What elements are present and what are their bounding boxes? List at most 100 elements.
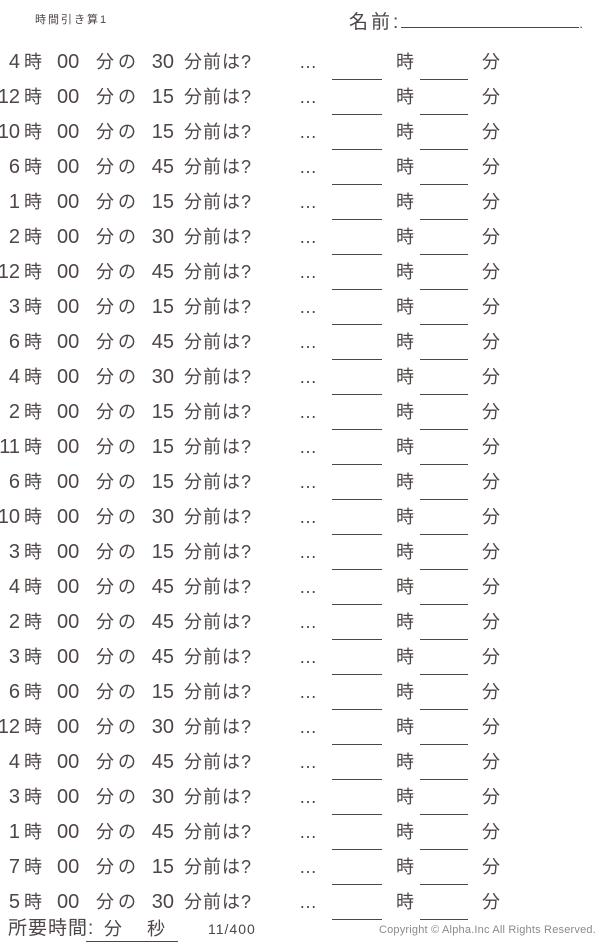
answer-hour-blank[interactable] (332, 885, 382, 920)
answer-minute-blank[interactable] (420, 465, 468, 500)
problem-hour: 4 (8, 576, 20, 598)
ellipsis: … (299, 297, 317, 317)
answer-hour-blank[interactable] (332, 535, 382, 570)
ellipsis: … (299, 577, 317, 597)
answer-minute-blank[interactable] (420, 220, 468, 255)
zero-minutes: 00 (57, 506, 80, 528)
answer-minute-blank[interactable] (420, 675, 468, 710)
answer-hour-blank[interactable] (332, 395, 382, 430)
answer-hour-blank[interactable] (332, 150, 382, 185)
answer-minute-blank[interactable] (420, 535, 468, 570)
minutes-of-label: 分の (96, 542, 140, 562)
answer-hour-unit-label: 時 (396, 542, 415, 562)
hour-unit-label: 時 (24, 682, 43, 702)
ellipsis: … (299, 122, 317, 142)
ellipsis: … (299, 52, 317, 72)
answer-hour-unit-label: 時 (396, 647, 415, 667)
answer-minute-unit-label: 分 (482, 612, 501, 632)
problem-minutes: 15 (151, 471, 174, 493)
hour-unit-label: 時 (24, 192, 43, 212)
problem-hour: 3 (8, 296, 20, 318)
problem-minutes: 30 (151, 786, 174, 808)
minutes-of-label: 分の (96, 507, 140, 527)
elapsed-time-blank[interactable]: 分 秒 (86, 915, 178, 942)
problem-minutes: 30 (151, 716, 174, 738)
answer-minute-blank[interactable] (420, 150, 468, 185)
answer-hour-blank[interactable] (332, 500, 382, 535)
answer-hour-blank[interactable] (332, 605, 382, 640)
zero-minutes: 00 (57, 891, 80, 913)
minutes-of-label: 分の (96, 717, 140, 737)
answer-minute-blank[interactable] (420, 640, 468, 675)
problem-minutes: 15 (151, 86, 174, 108)
name-input-line[interactable] (401, 8, 580, 28)
answer-hour-blank[interactable] (332, 185, 382, 220)
answer-hour-blank[interactable] (332, 815, 382, 850)
answer-hour-blank[interactable] (332, 780, 382, 815)
minutes-of-label: 分の (96, 822, 140, 842)
answer-minute-blank[interactable] (420, 780, 468, 815)
answer-hour-blank[interactable] (332, 850, 382, 885)
answer-hour-blank[interactable] (332, 360, 382, 395)
minutes-of-label: 分の (96, 437, 140, 457)
answer-hour-unit-label: 時 (396, 192, 415, 212)
answer-minute-blank[interactable] (420, 395, 468, 430)
answer-hour-blank[interactable] (332, 640, 382, 675)
answer-minute-blank[interactable] (420, 605, 468, 640)
hour-unit-label: 時 (24, 577, 43, 597)
answer-hour-blank[interactable] (332, 45, 382, 80)
answer-minute-blank[interactable] (420, 570, 468, 605)
answer-minute-unit-label: 分 (482, 682, 501, 702)
answer-minute-blank[interactable] (420, 815, 468, 850)
minutes-of-label: 分の (96, 752, 140, 772)
ellipsis: … (299, 822, 317, 842)
answer-hour-blank[interactable] (332, 745, 382, 780)
answer-minute-blank[interactable] (420, 745, 468, 780)
answer-hour-blank[interactable] (332, 430, 382, 465)
zero-minutes: 00 (57, 296, 80, 318)
zero-minutes: 00 (57, 786, 80, 808)
answer-hour-blank[interactable] (332, 465, 382, 500)
problem-row: 4 時 00 分の 45 分前は? … 時 分 (0, 745, 600, 780)
minutes-of-label: 分の (96, 612, 140, 632)
zero-minutes: 00 (57, 156, 80, 178)
answer-minute-unit-label: 分 (482, 87, 501, 107)
answer-minute-blank[interactable] (420, 45, 468, 80)
answer-hour-blank[interactable] (332, 290, 382, 325)
answer-hour-unit-label: 時 (396, 752, 415, 772)
answer-minute-blank[interactable] (420, 360, 468, 395)
answer-hour-blank[interactable] (332, 220, 382, 255)
answer-minute-unit-label: 分 (482, 122, 501, 142)
problem-minutes: 30 (151, 51, 174, 73)
answer-minute-blank[interactable] (420, 710, 468, 745)
answer-hour-blank[interactable] (332, 710, 382, 745)
problem-row: 3 時 00 分の 15 分前は? … 時 分 (0, 290, 600, 325)
answer-minute-blank[interactable] (420, 325, 468, 360)
ellipsis: … (299, 262, 317, 282)
before-question-label: 分前は? (184, 857, 253, 877)
answer-minute-blank[interactable] (420, 115, 468, 150)
answer-hour-blank[interactable] (332, 325, 382, 360)
answer-hour-blank[interactable] (332, 255, 382, 290)
answer-minute-blank[interactable] (420, 885, 468, 920)
answer-hour-blank[interactable] (332, 675, 382, 710)
answer-minute-blank[interactable] (420, 430, 468, 465)
problem-hour: 6 (8, 156, 20, 178)
answer-minute-blank[interactable] (420, 80, 468, 115)
answer-minute-blank[interactable] (420, 185, 468, 220)
zero-minutes: 00 (57, 576, 80, 598)
before-question-label: 分前は? (184, 52, 253, 72)
answer-hour-blank[interactable] (332, 80, 382, 115)
before-question-label: 分前は? (184, 787, 253, 807)
zero-minutes: 00 (57, 401, 80, 423)
answer-minute-blank[interactable] (420, 255, 468, 290)
answer-minute-blank[interactable] (420, 500, 468, 535)
problem-hour: 6 (8, 331, 20, 353)
answer-hour-blank[interactable] (332, 570, 382, 605)
answer-minute-blank[interactable] (420, 850, 468, 885)
answer-hour-blank[interactable] (332, 115, 382, 150)
answer-minute-blank[interactable] (420, 290, 468, 325)
minutes-of-label: 分の (96, 52, 140, 72)
answer-minute-unit-label: 分 (482, 822, 501, 842)
problem-row: 10 時 00 分の 30 分前は? … 時 分 (0, 500, 600, 535)
